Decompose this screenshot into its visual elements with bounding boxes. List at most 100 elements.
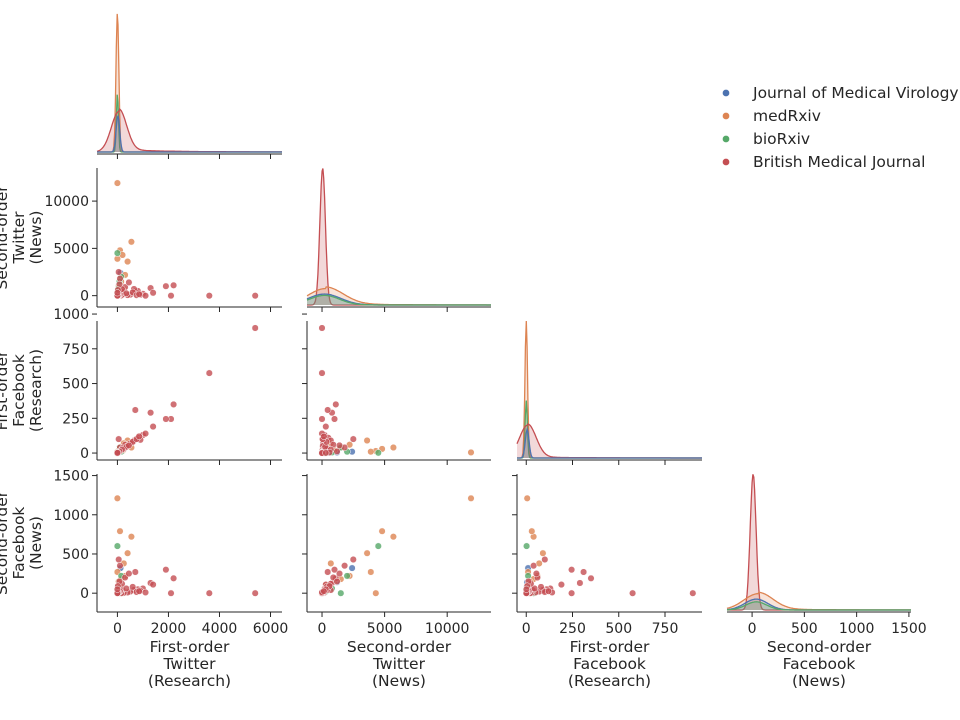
data-point [327, 559, 335, 567]
kde-fill-british-medical-journal [517, 424, 702, 458]
x-tick-label: 750 [652, 621, 679, 637]
kde-line-british-medical-journal [307, 168, 491, 306]
y-axis-label: (News) [27, 211, 45, 265]
x-tick-label: 0 [748, 621, 757, 637]
x-tick-label: 500 [605, 621, 632, 637]
data-point [322, 449, 330, 457]
data-point [170, 400, 178, 408]
data-point [167, 292, 175, 300]
x-tick-label: 4000 [202, 621, 238, 637]
data-point [349, 555, 357, 564]
data-point [205, 292, 213, 300]
scatter-panel-so_fb-vs-fo_tw [96, 474, 282, 613]
data-point [170, 574, 178, 582]
kde-fill-british-medical-journal [97, 109, 282, 152]
data-point [324, 406, 332, 414]
x-axis-label: First-order [570, 638, 650, 656]
data-point [337, 589, 345, 597]
data-point [568, 566, 576, 574]
data-point [333, 447, 341, 455]
y-tick-label: 1000 [53, 508, 89, 524]
data-point [129, 583, 137, 591]
data-point [318, 369, 326, 377]
data-point [131, 406, 139, 414]
data-point [149, 289, 157, 297]
data-point [330, 415, 339, 423]
data-point [251, 324, 259, 332]
data-point [530, 562, 538, 570]
data-point [539, 549, 547, 557]
x-tick-label: 0 [318, 621, 327, 637]
data-point [363, 549, 371, 557]
kde-line-medrxiv [517, 320, 702, 459]
x-axis-label: (News) [792, 672, 846, 690]
x-axis-label: (Research) [568, 672, 651, 690]
data-point [125, 441, 133, 449]
data-point [378, 527, 386, 535]
data-point [149, 581, 157, 589]
kde-fill-biorxiv [307, 295, 491, 305]
x-axis-label: (News) [372, 672, 426, 690]
data-point [162, 282, 170, 290]
y-axis-label: Second-order [0, 185, 11, 290]
data-point [113, 449, 121, 457]
x-tick-label: 0 [522, 621, 531, 637]
y-tick-label: 1000 [53, 307, 89, 323]
x-axis-label: Twitter [163, 655, 217, 673]
data-point [557, 581, 565, 589]
x-tick-label: 5000 [367, 621, 403, 637]
scatter-panel-so_fb-vs-so_tw [306, 474, 491, 613]
x-axis-label: Second-order [767, 638, 872, 656]
scatter-panel-fo_fb-vs-so_tw [306, 321, 491, 461]
data-point [320, 432, 328, 440]
scatter-panel-so_tw-vs-fo_tw [96, 168, 282, 308]
kde-line-journal-of-medical-virology [97, 115, 282, 153]
data-point [141, 292, 150, 300]
legend-label: Journal of Medical Virology [752, 84, 959, 102]
kde-fill-british-medical-journal [307, 168, 491, 305]
kde-fill-medrxiv [307, 286, 491, 305]
x-tick-label: 1000 [839, 621, 875, 637]
data-point [135, 290, 143, 298]
y-tick-label: 1500 [53, 469, 89, 485]
x-tick-label: 2000 [151, 621, 187, 637]
y-axis-label: Facebook [10, 354, 28, 427]
data-point [149, 423, 157, 431]
data-point [374, 542, 382, 550]
data-point [113, 249, 121, 257]
data-point [147, 409, 155, 417]
data-point [349, 435, 357, 443]
y-axis-label: Twitter [10, 211, 28, 265]
data-point [125, 278, 133, 286]
data-point [544, 587, 553, 595]
y-tick-label: 0 [80, 289, 89, 305]
scatter-panel-so_fb-vs-fo_fb [516, 474, 702, 613]
data-point [141, 430, 150, 438]
kde-line-biorxiv [727, 601, 911, 611]
legend: Journal of Medical Virology medRxiv bioRxi… [722, 84, 959, 171]
data-point [113, 179, 121, 187]
data-point [689, 589, 697, 597]
data-point [467, 448, 475, 456]
data-point [532, 570, 540, 578]
kde-fill-biorxiv [727, 601, 911, 610]
kde-line-british-medical-journal [516, 423, 702, 459]
data-point [115, 268, 123, 276]
x-tick-label: 500 [791, 621, 818, 637]
data-point [333, 577, 341, 585]
x-tick-label: 0 [113, 621, 122, 637]
data-point [341, 562, 349, 570]
data-point [528, 527, 536, 535]
kde-line-journal-of-medical-virology [517, 427, 702, 459]
data-point [335, 570, 344, 578]
data-point [374, 449, 382, 457]
data-point [251, 589, 259, 597]
x-axis-label: (Research) [148, 672, 231, 690]
data-point [580, 568, 588, 576]
y-tick-label: 500 [62, 377, 89, 393]
x-tick-label: 1500 [891, 621, 927, 637]
data-point [125, 570, 133, 578]
data-point [324, 568, 332, 576]
data-point [523, 542, 531, 550]
